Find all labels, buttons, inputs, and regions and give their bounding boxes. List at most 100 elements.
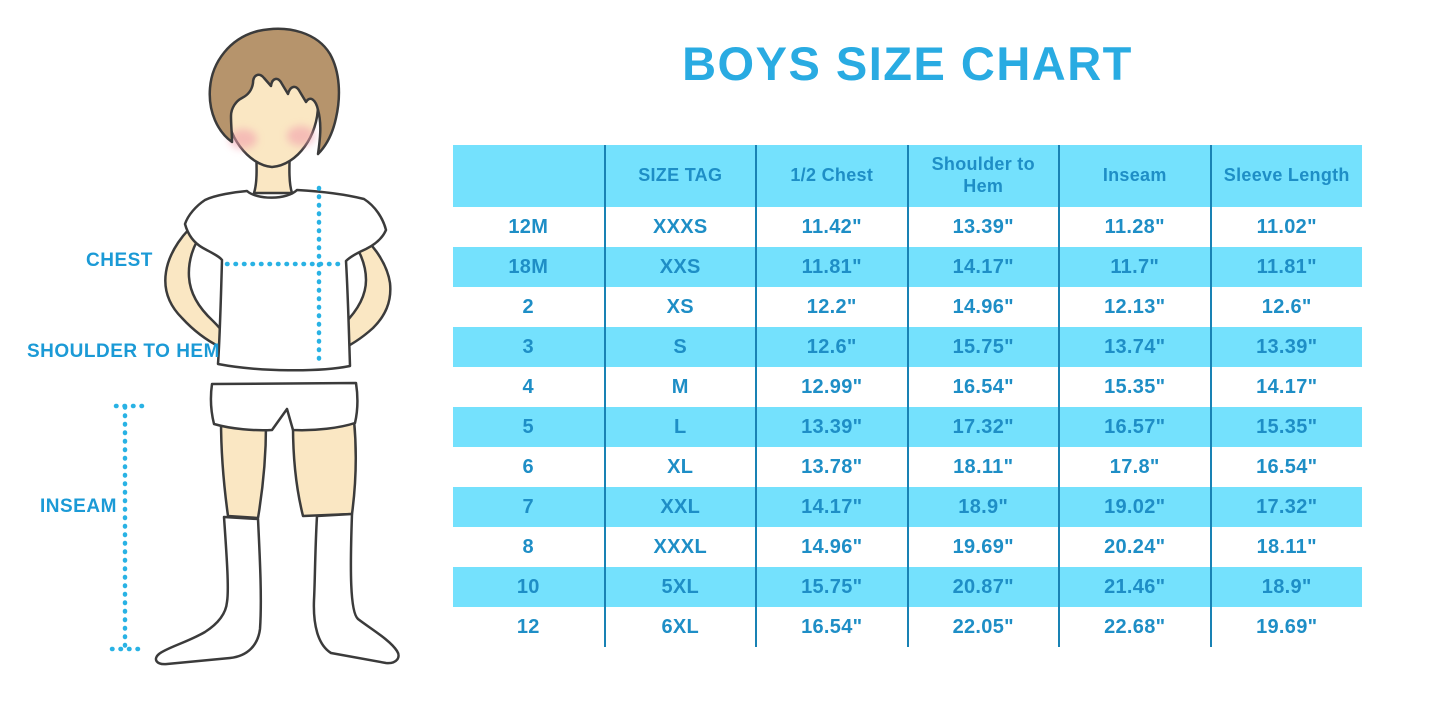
table-cell: 13.39"	[906, 207, 1059, 247]
column-header: Shoulder to Hem	[906, 145, 1059, 207]
table-cell: 13.39"	[1209, 327, 1362, 367]
table-cell: XS	[603, 287, 756, 327]
table-cell: 18.11"	[906, 447, 1059, 487]
inseam-label: INSEAM	[40, 496, 117, 517]
table-cell: L	[603, 407, 756, 447]
table-row: 6 XL 13.78" 18.11" 17.8" 16.54"	[453, 447, 1362, 487]
table-cell: 12.2"	[755, 287, 908, 327]
boy-illustration	[109, 27, 400, 666]
table-cell: 22.68"	[1058, 607, 1211, 647]
table-cell: 14.17"	[755, 487, 908, 527]
table-cell: XXS	[603, 247, 756, 287]
table-cell: 11.28"	[1058, 207, 1211, 247]
table-cell: 19.02"	[1058, 487, 1211, 527]
shorts	[209, 381, 359, 432]
table-row: 10 5XL 15.75" 20.87" 21.46" 18.9"	[453, 567, 1362, 607]
table-cell: 18M	[453, 247, 605, 287]
table-cell: 6	[453, 447, 605, 487]
table-cell: 12M	[453, 207, 605, 247]
hair	[208, 27, 341, 156]
table-cell: 13.74"	[1058, 327, 1211, 367]
table-cell: S	[603, 327, 756, 367]
table-cell: 12	[453, 607, 605, 647]
table-cell: 2	[453, 287, 605, 327]
table-cell: 18.9"	[906, 487, 1059, 527]
right-sock	[312, 512, 400, 665]
table-cell: 18.9"	[1209, 567, 1362, 607]
table-cell: 13.78"	[755, 447, 908, 487]
table-cell: 4	[453, 367, 605, 407]
table-row: 12 6XL 16.54" 22.05" 22.68" 19.69"	[453, 607, 1362, 647]
table-cell: XXXS	[603, 207, 756, 247]
table-cell: 3	[453, 327, 605, 367]
table-cell: 11.81"	[1209, 247, 1362, 287]
table-row: 12M XXXS 11.42" 13.39" 11.28" 11.02"	[453, 207, 1362, 247]
table-cell: 11.7"	[1058, 247, 1211, 287]
table-cell: M	[603, 367, 756, 407]
table-cell: 16.57"	[1058, 407, 1211, 447]
left-leg	[219, 418, 268, 520]
table-cell: 15.75"	[906, 327, 1059, 367]
table-cell: 12.13"	[1058, 287, 1211, 327]
table-row: 3 S 12.6" 15.75" 13.74" 13.39"	[453, 327, 1362, 367]
table-cell: 6XL	[603, 607, 756, 647]
table-cell: 12.6"	[755, 327, 908, 367]
table-cell: 15.35"	[1209, 407, 1362, 447]
table-cell: 5XL	[603, 567, 756, 607]
table-cell: 18.11"	[1209, 527, 1362, 567]
table-cell: 22.05"	[906, 607, 1059, 647]
table-cell: 20.87"	[906, 567, 1059, 607]
table-cell: 5	[453, 407, 605, 447]
table-row: 7 XXL 14.17" 18.9" 19.02" 17.32"	[453, 487, 1362, 527]
table-cell: 14.17"	[1209, 367, 1362, 407]
table-cell: 14.96"	[906, 287, 1059, 327]
table-cell: 19.69"	[1209, 607, 1362, 647]
table-cell: 12.6"	[1209, 287, 1362, 327]
table-cell: 17.8"	[1058, 447, 1211, 487]
right-cheek-blush	[287, 126, 315, 146]
column-header: SIZE TAG	[603, 145, 756, 207]
right-leg	[291, 418, 357, 518]
table-cell: 16.54"	[755, 607, 908, 647]
size-table-body: 12M XXXS 11.42" 13.39" 11.28" 11.02" 18M XXS 11.…	[453, 207, 1362, 647]
column-header	[453, 145, 605, 207]
table-row: 8 XXXL 14.96" 19.69" 20.24" 18.11"	[453, 527, 1362, 567]
table-cell: 11.02"	[1209, 207, 1362, 247]
table-cell: 21.46"	[1058, 567, 1211, 607]
column-header: Inseam	[1058, 145, 1211, 207]
table-cell: 13.39"	[755, 407, 908, 447]
shoulder-to-hem-label: SHOULDER TO HEM	[27, 341, 220, 362]
table-cell: 11.81"	[755, 247, 908, 287]
table-cell: XL	[603, 447, 756, 487]
table-cell: XXXL	[603, 527, 756, 567]
table-row: 4 M 12.99" 16.54" 15.35" 14.17"	[453, 367, 1362, 407]
table-cell: 7	[453, 487, 605, 527]
table-cell: 17.32"	[1209, 487, 1362, 527]
table-cell: 10	[453, 567, 605, 607]
column-header: Sleeve Length	[1209, 145, 1362, 207]
table-cell: 17.32"	[906, 407, 1059, 447]
table-cell: 15.75"	[755, 567, 908, 607]
table-cell: 11.42"	[755, 207, 908, 247]
column-header: 1/2 Chest	[755, 145, 908, 207]
table-cell: 12.99"	[755, 367, 908, 407]
table-cell: 14.96"	[755, 527, 908, 567]
table-row: 18M XXS 11.81" 14.17" 11.7" 11.81"	[453, 247, 1362, 287]
table-cell: 8	[453, 527, 605, 567]
chest-label: CHEST	[86, 250, 153, 271]
table-cell: 16.54"	[1209, 447, 1362, 487]
shirt	[183, 188, 388, 372]
size-table-header-row: SIZE TAG 1/2 Chest Shoulder to Hem Inseam Sl…	[453, 145, 1362, 207]
page-title: BOYS SIZE CHART	[682, 37, 1133, 90]
left-sock	[154, 515, 263, 666]
table-cell: 15.35"	[1058, 367, 1211, 407]
table-cell: 14.17"	[906, 247, 1059, 287]
table-cell: 16.54"	[906, 367, 1059, 407]
table-cell: 19.69"	[906, 527, 1059, 567]
table-cell: XXL	[603, 487, 756, 527]
table-cell: 20.24"	[1058, 527, 1211, 567]
size-table: SIZE TAG 1/2 Chest Shoulder to Hem Inseam Sl…	[453, 145, 1362, 647]
left-cheek-blush	[229, 129, 257, 149]
table-row: 5 L 13.39" 17.32" 16.57" 15.35"	[453, 407, 1362, 447]
